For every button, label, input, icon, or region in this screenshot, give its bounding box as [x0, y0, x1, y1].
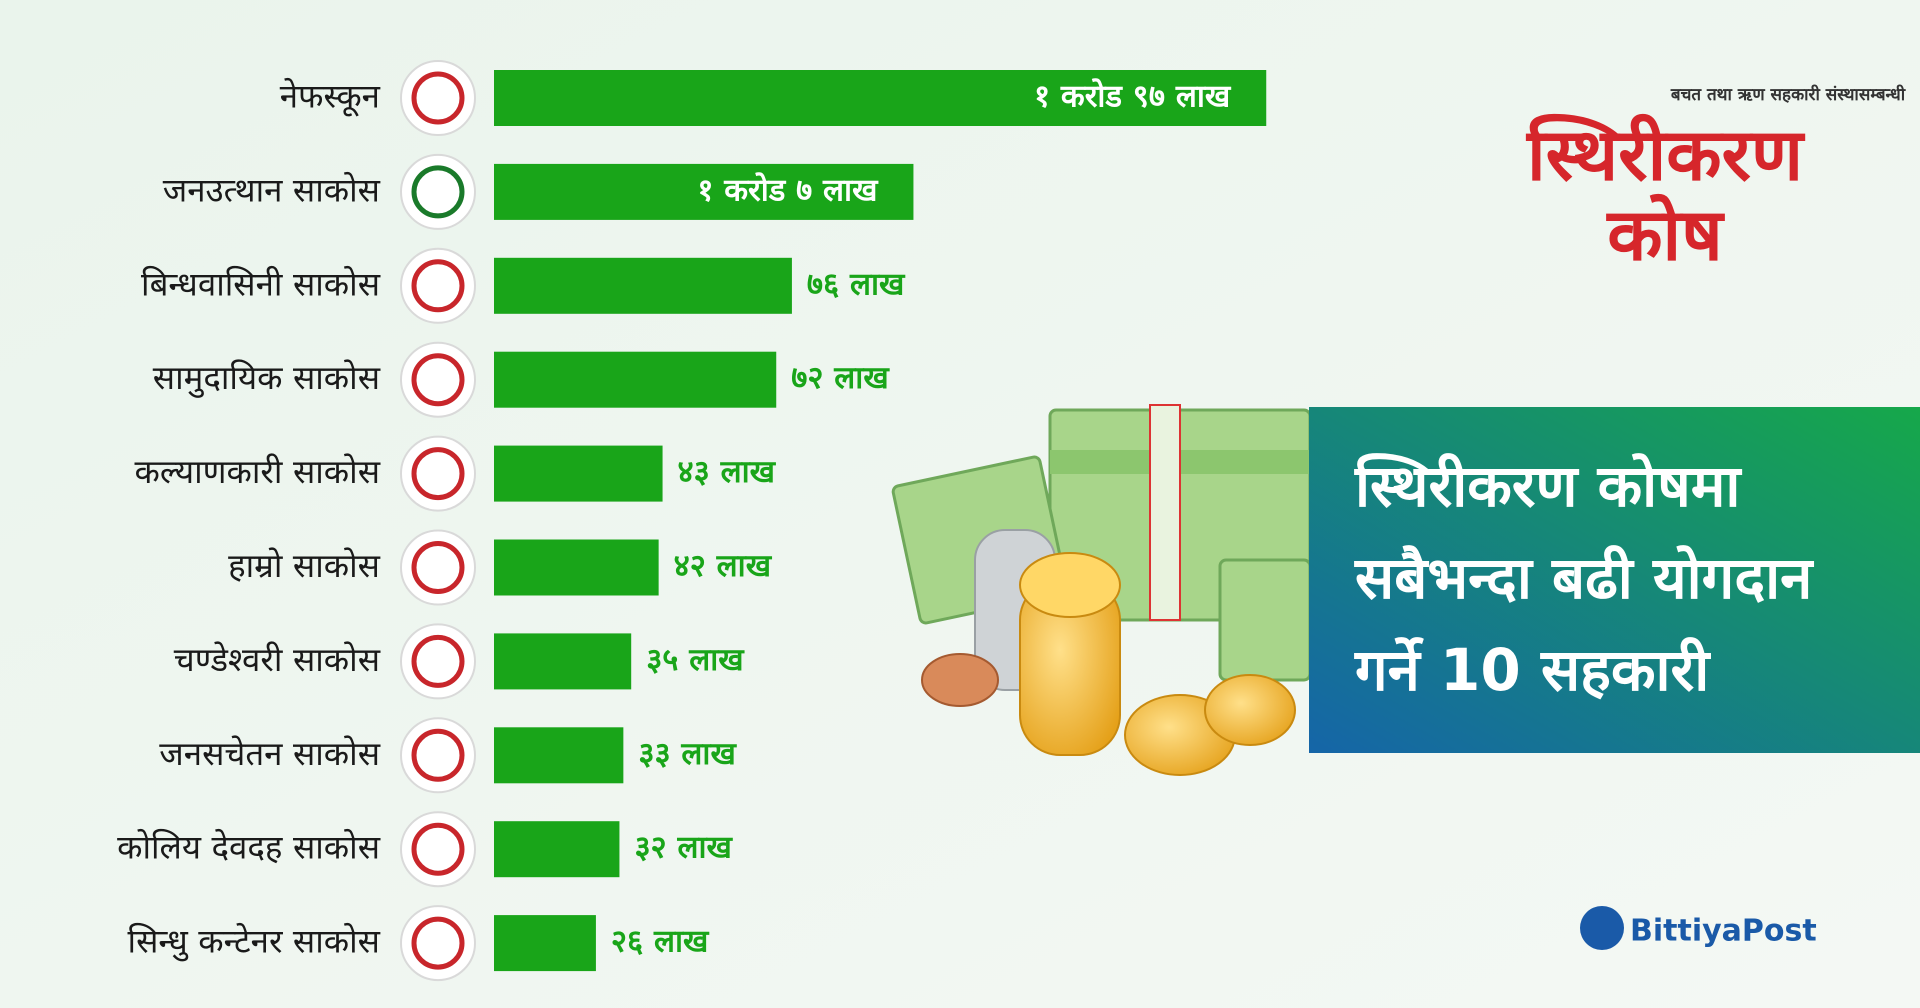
value-label: ७२ लाख — [791, 360, 890, 396]
bar — [494, 163, 914, 220]
bar-chart: नेफस्कून १ करोड ९७ लाख जनउत्थान साकोस १ करो… — [117, 60, 1267, 982]
value-label: ३३ लाख — [638, 736, 737, 772]
bar — [494, 70, 1267, 126]
org-logo-inner — [411, 822, 465, 876]
value-label: १ करोड ९७ लाख — [1034, 78, 1232, 115]
category-label: हाम्रो साकोस — [228, 546, 381, 585]
headline-line: गर्ने 10 सहकारी — [1354, 636, 1711, 704]
value-label: २६ लाख — [611, 924, 710, 960]
value-label: ४३ लाख — [678, 454, 777, 490]
bar — [494, 915, 596, 972]
bar — [494, 539, 659, 596]
category-label: बिन्धवासिनी साकोस — [141, 264, 381, 303]
category-label: चण्डेश्वरी साकोस — [174, 640, 381, 679]
bar — [494, 821, 620, 878]
category-label: सामुदायिक साकोस — [153, 358, 381, 398]
value-label: १ करोड ७ लाख — [697, 171, 879, 208]
org-logo-inner — [411, 728, 465, 782]
logo-title: कोष — [1605, 193, 1725, 277]
bar — [494, 445, 663, 502]
category-label: नेफस्कून — [280, 77, 381, 118]
org-logo-inner — [411, 541, 465, 594]
org-logo-inner — [411, 916, 465, 970]
org-logo-inner — [411, 353, 465, 407]
value-label: ३५ लाख — [646, 642, 745, 678]
headline-panel — [1309, 407, 1920, 753]
publisher-logo: BittiyaPost — [1580, 906, 1817, 950]
category-label: कल्याणकारी साकोस — [135, 452, 381, 491]
publisher-name: BittiyaPost — [1630, 914, 1817, 949]
headline-line: सबैभन्दा बढी योगदान — [1354, 544, 1814, 612]
org-logo-inner — [411, 259, 465, 313]
bar — [494, 257, 792, 314]
category-label: कोलिय देवदह साकोस — [117, 828, 381, 867]
bar — [494, 633, 632, 690]
value-label: ३२ लाख — [634, 830, 733, 866]
money-illustration — [891, 404, 1312, 776]
value-label: ४२ लाख — [674, 548, 773, 584]
category-label: जनसचेतन साकोस — [159, 734, 380, 773]
org-logo-inner — [411, 71, 465, 125]
category-label: सिन्धु कन्टेनर साकोस — [128, 922, 381, 962]
logo-subtitle: बचत तथा ऋण सहकारी संस्थासम्बन्धी — [1670, 84, 1906, 105]
bar — [494, 727, 624, 784]
org-logo-inner — [411, 165, 465, 219]
logo-title: स्थिरीकरण — [1525, 113, 1806, 197]
headline: स्थिरीकरण कोषमा सबैभन्दा बढी योगदान गर्ने … — [1354, 452, 1814, 704]
bar — [494, 351, 777, 408]
org-logo-inner — [411, 634, 465, 688]
value-label: ७६ लाख — [807, 266, 906, 302]
headline-line: स्थिरीकरण कोषमा — [1354, 452, 1742, 520]
category-label: जनउत्थान साकोस — [163, 170, 381, 209]
org-logo-inner — [411, 447, 465, 501]
